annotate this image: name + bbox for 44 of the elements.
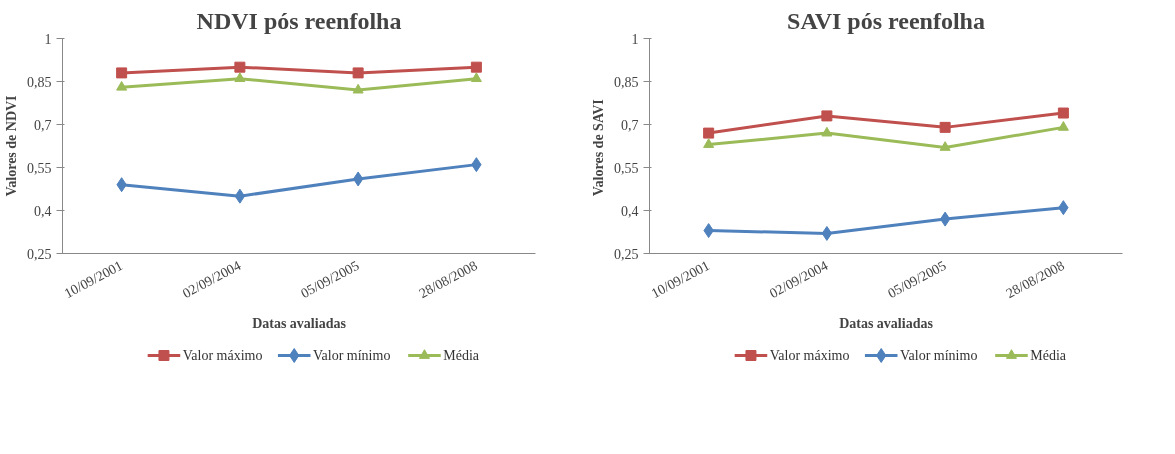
chart-title: NDVI pós reenfolha: [196, 7, 402, 34]
point: [352, 67, 364, 79]
point: [352, 83, 364, 94]
point: [703, 138, 715, 148]
y-tick-label: 1: [631, 31, 639, 47]
point: [470, 72, 482, 83]
legend-label: Média: [1030, 348, 1067, 363]
y-tick-label: 0,85: [27, 74, 52, 90]
x-axis-title: Datas avaliadas: [839, 315, 934, 331]
y-tick-label: 0,7: [34, 117, 52, 133]
legend-label: Valor mínimo: [313, 348, 391, 363]
point: [1057, 107, 1069, 119]
legend-label: Valor mínimo: [900, 348, 978, 363]
y-tick-label: 0,85: [614, 74, 639, 90]
point: [939, 211, 951, 227]
point: [116, 80, 128, 91]
y-tick-label: 0,4: [34, 203, 52, 219]
point: [821, 225, 833, 241]
point: [939, 141, 951, 151]
chart-title: SAVI pós reenfolha: [787, 7, 985, 34]
y-tick-label: 0,7: [621, 117, 639, 133]
y-tick-label: 0,25: [27, 246, 52, 262]
point: [703, 127, 715, 139]
point: [821, 110, 833, 122]
legend-label: Média: [443, 348, 480, 363]
y-tick-label: 1: [44, 31, 52, 47]
point: [939, 121, 951, 133]
point: [116, 67, 128, 79]
point: [1057, 121, 1069, 131]
point: [352, 171, 364, 187]
legend-label: Valor máximo: [182, 348, 263, 363]
legend-label: Valor máximo: [769, 348, 850, 363]
y-axis-title: Valores de SAVI: [591, 99, 606, 197]
y-tick-label: 0,55: [614, 160, 639, 176]
point: [234, 72, 246, 83]
y-tick-label: 0,4: [621, 203, 639, 219]
y-tick-label: 0,55: [27, 160, 52, 176]
y-tick-label: 0,25: [614, 246, 639, 262]
point: [234, 188, 246, 204]
y-axis-title: Valores de NDVI: [4, 95, 19, 197]
point: [821, 126, 833, 137]
point: [470, 61, 482, 73]
point: [234, 61, 246, 73]
x-axis-title: Datas avaliadas: [252, 315, 347, 331]
